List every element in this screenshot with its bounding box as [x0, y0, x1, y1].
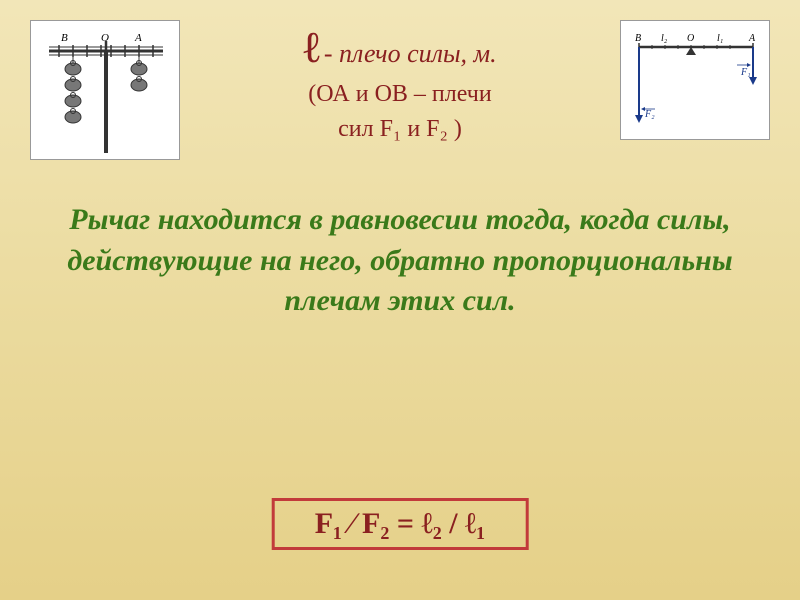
header-sub-line2: сил F₁ и F₂ ): [200, 116, 600, 143]
label-A: A: [134, 32, 142, 44]
equilibrium-statement: Рычаг находится в равновесии тогда, когд…: [40, 200, 760, 322]
schem-label-F1: F₁: [740, 67, 751, 78]
slide: B O A: [0, 0, 800, 600]
lever-arm-description: - плечо силы, м.: [324, 39, 497, 68]
schem-label-O: O: [687, 33, 694, 44]
schem-label-l2: l₂: [661, 33, 668, 44]
weight-stack-left: [65, 61, 81, 124]
lever-arm-symbol: ℓ: [303, 23, 320, 72]
header-block: ℓ - плечо силы, м. (ОА и ОВ – плечи сил …: [200, 22, 600, 143]
schem-label-B: B: [635, 33, 641, 44]
header-line1: ℓ - плечо силы, м.: [200, 22, 600, 73]
schem-label-l1: l₁: [717, 33, 723, 44]
formula-text: F₁ ∕ F₂ = ℓ₂ / ℓ₁: [315, 507, 486, 540]
weight-stack-right: [131, 61, 147, 92]
label-B: B: [61, 32, 68, 44]
lever-schematic-svg: B l₂ O l₁ A F₁ F₂: [629, 29, 763, 133]
lever-apparatus-svg: B O A: [39, 29, 173, 153]
figure-lever-schematic: B l₂ O l₁ A F₁ F₂: [620, 20, 770, 140]
label-O: O: [101, 32, 109, 44]
header-sub-line1: (ОА и ОВ – плечи: [200, 81, 600, 108]
schem-label-F2: F₂: [644, 109, 655, 120]
schem-label-A: A: [748, 33, 756, 44]
formula-box: F₁ ∕ F₂ = ℓ₂ / ℓ₁: [272, 498, 529, 550]
figure-lever-apparatus: B O A: [30, 20, 180, 160]
